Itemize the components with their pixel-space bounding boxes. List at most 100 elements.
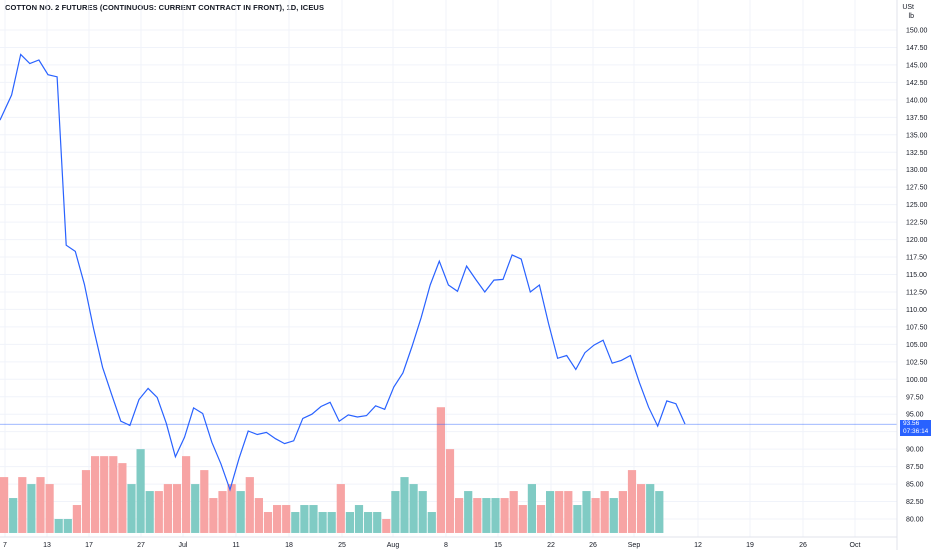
y-tick-label: 117.50	[906, 255, 927, 262]
volume-bar	[364, 512, 373, 533]
volume-bar	[254, 498, 263, 533]
volume-bar	[527, 484, 536, 533]
volume-bar	[637, 484, 646, 533]
time-axis[interactable]: 7 13 17 27 Jul 11 18 25 Aug 8 15 22 26 Sep 12 19 26 Oct	[3, 542, 860, 549]
volume-bar	[618, 491, 627, 533]
y-tick-label: 110.00	[906, 307, 927, 314]
volume-bar	[218, 491, 227, 533]
x-tick-label: Jul	[179, 542, 188, 549]
volume-bar	[564, 491, 573, 533]
volume-bar	[172, 484, 182, 533]
x-tick-label: 12	[694, 542, 702, 549]
y-tick-label: 87.50	[906, 464, 924, 471]
volume-bar	[536, 505, 546, 533]
y-tick-label: 115.00	[906, 272, 927, 279]
volume-bar	[418, 491, 427, 533]
volume-bars	[0, 407, 664, 533]
volume-bar	[455, 498, 464, 533]
volume-bar	[18, 477, 27, 533]
y-tick-label: 120.00	[906, 237, 928, 244]
volume-bar	[409, 484, 418, 533]
y-tick-label: 102.50	[906, 359, 928, 366]
chart-title: COTTON NO. 2 FUTURES (CONTINUOUS: CURREN…	[5, 3, 325, 12]
volume-bar	[27, 484, 36, 533]
volume-bar	[464, 491, 473, 533]
volume-bar	[518, 505, 527, 533]
x-tick-label: 18	[285, 542, 293, 549]
volume-bar	[154, 491, 163, 533]
y-tick-label: 130.00	[906, 167, 928, 174]
currency-label: USt	[902, 4, 914, 11]
x-tick-label: 26	[589, 542, 597, 549]
volume-bar	[327, 512, 336, 533]
chart-grid	[0, 0, 897, 537]
y-tick-label: 105.00	[906, 342, 928, 349]
volume-bar	[546, 491, 555, 533]
volume-bar	[273, 505, 282, 533]
volume-bar	[336, 484, 345, 533]
volume-bar	[0, 477, 9, 533]
y-tick-label: 112.50	[906, 289, 927, 296]
x-tick-label: 27	[137, 542, 145, 549]
y-tick-label: 147.50	[906, 45, 928, 52]
x-tick-label: 22	[547, 542, 555, 549]
price-axis[interactable]: 80.0082.5085.0087.5090.0092.5095.0097.50…	[906, 28, 928, 524]
x-tick-label: 13	[43, 542, 51, 549]
volume-bar	[582, 491, 591, 533]
y-tick-label: 140.00	[906, 97, 928, 104]
y-tick-label: 122.50	[906, 220, 928, 227]
volume-bar	[200, 470, 209, 533]
volume-bar	[391, 491, 400, 533]
y-tick-label: 90.00	[906, 447, 924, 454]
y-tick-label: 145.00	[906, 62, 928, 69]
volume-bar	[427, 512, 436, 533]
volume-bar	[655, 491, 664, 533]
y-tick-label: 127.50	[906, 185, 928, 192]
y-tick-label: 95.00	[906, 412, 924, 419]
y-tick-label: 135.00	[906, 132, 928, 139]
unit-label: lb	[908, 13, 914, 20]
volume-bar	[282, 505, 291, 533]
volume-bar	[291, 512, 300, 533]
volume-bar	[400, 477, 409, 533]
volume-bar	[63, 519, 72, 533]
volume-bar	[72, 505, 81, 533]
volume-bar	[9, 498, 18, 533]
volume-bar	[163, 484, 172, 533]
volume-bar	[145, 491, 154, 533]
volume-bar	[500, 498, 509, 533]
volume-bar	[45, 484, 54, 533]
volume-bar	[600, 491, 609, 533]
volume-bar	[509, 491, 518, 533]
y-tick-label: 125.00	[906, 202, 928, 209]
volume-bar	[309, 505, 318, 533]
volume-bar	[81, 470, 91, 533]
x-tick-label: 8	[444, 542, 448, 549]
x-tick-label: Oct	[850, 542, 861, 549]
x-tick-label: 11	[232, 542, 239, 549]
volume-bar	[318, 512, 327, 533]
volume-bar	[445, 449, 455, 533]
y-tick-label: 85.00	[906, 482, 924, 489]
countdown-timer: 07:36:14	[903, 428, 929, 436]
x-tick-label: Aug	[387, 542, 400, 549]
volume-bar	[136, 449, 145, 533]
volume-bar	[118, 463, 127, 533]
volume-bar	[227, 484, 236, 533]
x-tick-label: 7	[3, 542, 7, 549]
volume-bar	[555, 491, 564, 533]
x-tick-label: 25	[338, 542, 346, 549]
y-tick-label: 97.50	[906, 394, 924, 401]
y-tick-label: 107.50	[906, 324, 928, 331]
volume-bar	[382, 519, 391, 533]
volume-bar	[109, 456, 118, 533]
last-price-tag: 93.56 07:36:14	[900, 420, 931, 437]
x-tick-label: 26	[799, 542, 807, 549]
volume-bar	[300, 505, 309, 533]
volume-bar	[436, 407, 445, 533]
y-tick-label: 132.50	[906, 150, 928, 157]
volume-bar	[245, 477, 254, 533]
volume-bar	[263, 512, 273, 533]
volume-bar	[627, 470, 637, 533]
